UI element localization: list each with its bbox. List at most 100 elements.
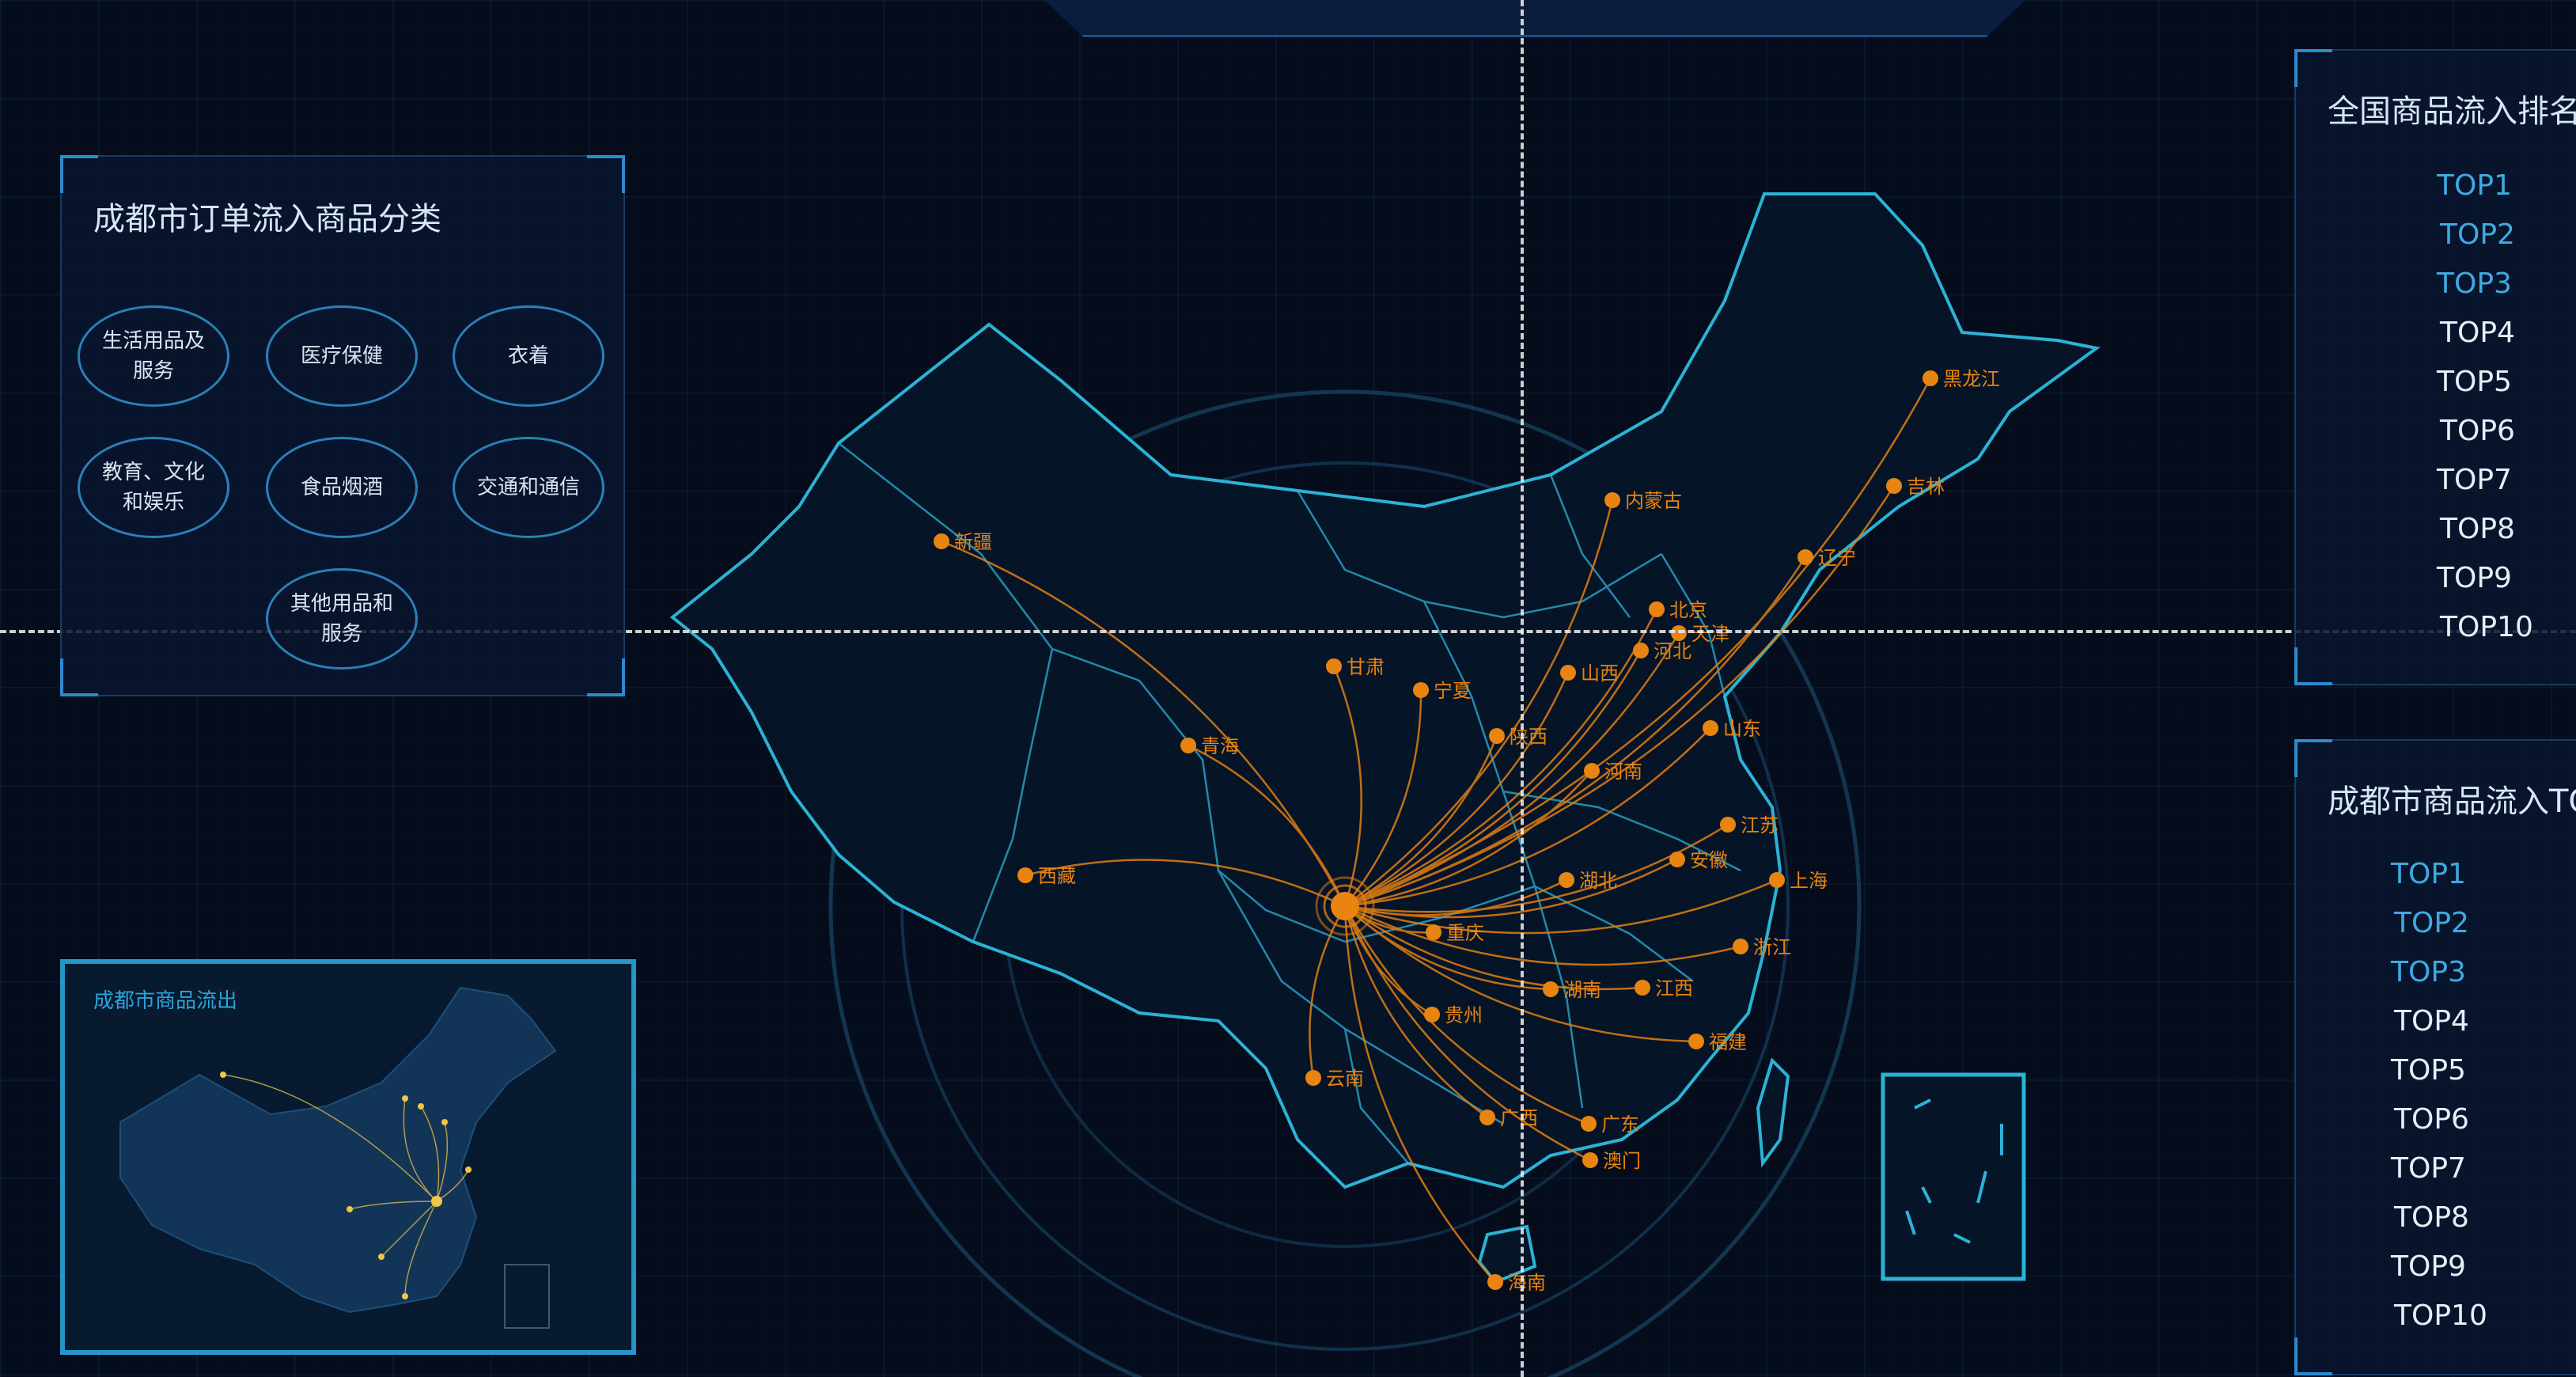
province-label: 河北 [1654,640,1691,662]
ranking-item[interactable]: TOP2 [2440,218,2515,251]
province-node[interactable] [1584,763,1600,779]
flow-line [1332,666,1362,907]
flow-line [1344,672,1570,908]
province-node[interactable] [1798,549,1813,565]
ranking-item[interactable]: TOP5 [2391,1054,2466,1087]
origin-node[interactable] [1315,876,1375,936]
ranking-item[interactable]: TOP6 [2394,1103,2469,1136]
category-oval[interactable]: 交通和通信 [453,437,604,538]
province-node[interactable] [1703,720,1718,736]
province-node[interactable] [1720,817,1736,833]
province-label: 新疆 [954,531,992,553]
outflow-minimap [119,986,557,1329]
flow-lines [941,377,1932,1283]
province-node[interactable] [1305,1070,1321,1086]
ranking-item[interactable]: TOP8 [2440,513,2515,545]
ranking-item[interactable]: TOP3 [2391,956,2466,988]
province-label: 山东 [1723,718,1761,740]
panel-corner [2294,647,2332,685]
province-label: 江西 [1655,977,1693,1000]
ranking-item[interactable]: TOP1 [2391,858,2466,890]
category-oval[interactable]: 教育、文化和娱乐 [78,437,229,538]
flow-line [1344,499,1614,908]
province-node[interactable] [1923,370,1938,386]
ranking-item[interactable]: TOP6 [2440,415,2515,447]
province-node[interactable] [1635,980,1650,996]
flow-line [1344,878,1778,935]
outflow-minimap-panel[interactable]: 成都市商品流出 [60,959,636,1355]
outflow-panel-title: 成都市商品流出 [93,989,238,1013]
ranking-item[interactable]: TOP5 [2437,366,2512,398]
flow-line [1344,689,1422,907]
province-label: 贵州 [1445,1004,1483,1026]
flow-line [1343,905,1488,1119]
province-node[interactable] [1180,738,1196,753]
category-oval[interactable]: 食品烟酒 [266,437,418,538]
province-node[interactable] [1669,852,1685,867]
province-node[interactable] [1604,492,1620,508]
province-node[interactable] [1581,1116,1597,1132]
ranking-item[interactable]: TOP9 [2437,562,2512,594]
category-oval[interactable]: 其他用品和服务 [266,568,418,670]
ranking-item[interactable]: TOP9 [2391,1250,2466,1283]
ranking-item[interactable]: TOP4 [2394,1005,2469,1037]
ranking-item[interactable]: TOP3 [2437,267,2512,300]
ranking-item[interactable]: TOP2 [2394,907,2469,939]
category-oval[interactable]: 生活用品及服务 [78,305,229,407]
flow-line [1025,859,1346,908]
province-label: 重庆 [1446,922,1484,944]
flow-line [1344,905,1741,966]
ranking-item[interactable]: TOP4 [2440,317,2515,349]
flow-line [1344,905,1697,1043]
province-node[interactable] [1769,872,1785,888]
province-label: 甘肃 [1347,656,1385,678]
province-node[interactable] [1489,728,1505,744]
province-node[interactable] [1633,643,1649,658]
province-node[interactable] [1649,601,1665,617]
province-node[interactable] [1017,867,1033,883]
province-label: 云南 [1326,1068,1364,1090]
province-node[interactable] [1582,1152,1598,1168]
province-node[interactable] [1326,658,1342,674]
flow-line [1343,905,1496,1283]
province-node[interactable] [1671,625,1687,641]
province-node[interactable] [1733,939,1748,954]
panel-corner [60,155,98,193]
province-node[interactable] [1543,981,1559,997]
province-node[interactable] [934,533,949,549]
chengdu-ranking-title: 成都市商品流入TOP [2328,783,2576,820]
flow-line [1344,735,1498,908]
province-node[interactable] [1886,478,1902,494]
province-label: 浙江 [1753,936,1791,958]
ranking-item[interactable]: TOP7 [2391,1152,2466,1185]
crosshair-horizontal [0,630,2576,633]
ranking-item[interactable]: TOP10 [2394,1299,2487,1332]
category-panel-title: 成都市订单流入商品分类 [93,201,441,237]
ranking-item[interactable]: TOP8 [2394,1201,2469,1234]
province-node[interactable] [1424,1007,1440,1022]
ranking-item[interactable]: TOP7 [2437,464,2512,496]
ranking-item[interactable]: TOP10 [2440,611,2533,643]
province-node[interactable] [1479,1110,1495,1125]
panel-corner [2294,49,2332,87]
category-panel: 成都市订单流入商品分类 生活用品及服务 医疗保健 衣着 教育、文化和娱乐 食品烟… [60,155,625,696]
flow-line [1344,878,1567,916]
province-label: 河南 [1604,761,1642,783]
ranking-item[interactable]: TOP1 [2437,169,2512,202]
panel-corner [587,658,625,696]
category-oval[interactable]: 衣着 [453,305,604,407]
province-node[interactable] [1413,682,1429,698]
province-label: 宁夏 [1434,680,1472,702]
province-node[interactable] [1426,924,1441,940]
flow-line [1344,770,1593,908]
province-node[interactable] [1487,1274,1503,1290]
province-node[interactable] [1559,872,1574,888]
province-label: 吉林 [1907,476,1945,498]
province-node[interactable] [1688,1034,1704,1049]
flow-line [1344,632,1680,908]
category-oval[interactable]: 医疗保健 [266,305,418,407]
province-node[interactable] [1560,665,1576,681]
province-label: 湖北 [1579,870,1617,892]
